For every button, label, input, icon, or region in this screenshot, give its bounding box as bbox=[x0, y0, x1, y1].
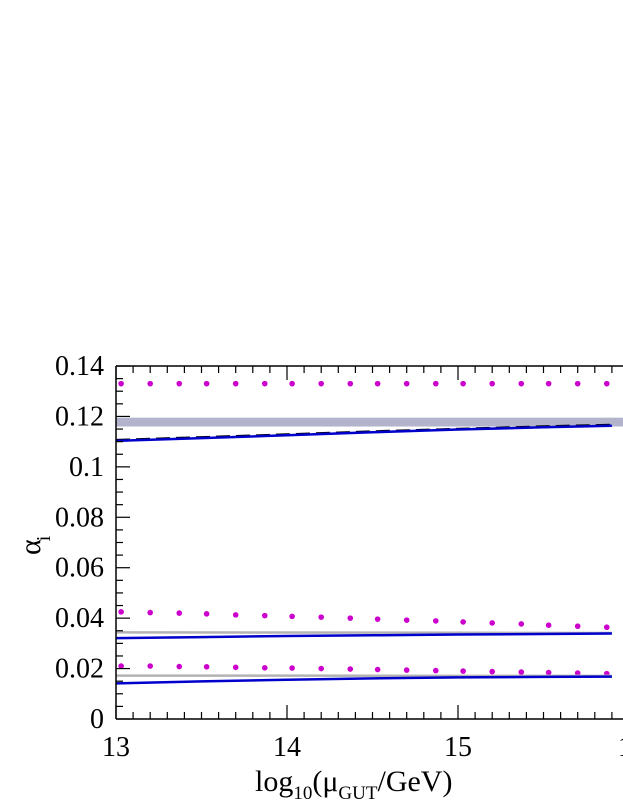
dotted-series-1 bbox=[118, 609, 610, 631]
series-1-point-10 bbox=[403, 617, 410, 623]
y-tick-label: 0.06 bbox=[55, 553, 104, 584]
series-2-point-3 bbox=[203, 664, 210, 670]
line-series-8 bbox=[116, 675, 612, 685]
y-tick-label: 0.1 bbox=[69, 452, 104, 483]
dotted-series-0 bbox=[118, 380, 610, 387]
dotted-series-2 bbox=[118, 663, 610, 677]
series-2-point-12 bbox=[460, 668, 466, 674]
series-1-point-9 bbox=[374, 616, 381, 622]
series-0-point-2 bbox=[176, 380, 183, 387]
series-1-point-3 bbox=[203, 611, 210, 617]
series-0-point-13 bbox=[489, 380, 496, 387]
y-tick-label: 0.12 bbox=[55, 401, 104, 432]
series-2-point-7 bbox=[318, 665, 325, 672]
x-tick-label: 15 bbox=[444, 732, 472, 763]
series-0-point-7 bbox=[318, 380, 325, 387]
series-1-point-15 bbox=[545, 622, 552, 629]
line-series-7 bbox=[116, 632, 612, 640]
series-2-point-0 bbox=[118, 663, 124, 669]
series-0-point-11 bbox=[432, 380, 439, 387]
x-tick-label: 14 bbox=[273, 732, 301, 763]
series-1-point-0 bbox=[118, 609, 124, 615]
series-0-point-1 bbox=[147, 380, 153, 387]
series-1-point-17 bbox=[603, 624, 610, 631]
series-2-point-8 bbox=[347, 666, 354, 672]
series-0-point-8 bbox=[347, 380, 354, 387]
series-1-point-11 bbox=[432, 618, 439, 624]
series-0-point-10 bbox=[403, 380, 410, 387]
series-1-point-2 bbox=[176, 610, 183, 616]
series-2-point-4 bbox=[232, 664, 239, 671]
y-axis-title: αi bbox=[14, 535, 55, 555]
series-0-point-17 bbox=[603, 380, 610, 387]
series-1-point-12 bbox=[460, 619, 466, 625]
series-2-point-16 bbox=[574, 670, 581, 676]
series-0-point-0 bbox=[118, 380, 124, 387]
series-2-point-1 bbox=[147, 663, 153, 669]
series-2-point-6 bbox=[289, 665, 295, 671]
series-1-point-13 bbox=[489, 620, 496, 626]
series-1-point-1 bbox=[147, 609, 153, 616]
series-1-point-7 bbox=[318, 614, 325, 620]
series-0-point-16 bbox=[574, 380, 581, 387]
line-series-6 bbox=[116, 424, 612, 443]
series-2-point-10 bbox=[403, 667, 410, 673]
y-tick-label: 0.02 bbox=[55, 654, 104, 685]
series-0-point-14 bbox=[518, 380, 525, 387]
axes bbox=[115, 365, 623, 720]
series-1-point-5 bbox=[261, 612, 268, 619]
y-tick-label: 0.04 bbox=[55, 603, 104, 634]
series-0-point-6 bbox=[289, 380, 295, 387]
series-1-point-6 bbox=[289, 613, 295, 620]
tick-labels: 0 0.02 0.04 0.06 0.08 0.1 0.12 0.14 13 14 15 1 bbox=[55, 351, 623, 763]
x-tick-label: 1 bbox=[618, 732, 623, 763]
series-1-point-16 bbox=[574, 623, 581, 630]
series-2-point-14 bbox=[518, 669, 525, 675]
y-tick-label: 0.14 bbox=[55, 351, 104, 382]
series-2-point-2 bbox=[176, 663, 183, 670]
series-1-point-4 bbox=[232, 612, 239, 618]
series-2-point-9 bbox=[374, 666, 381, 673]
series-2-point-5 bbox=[261, 665, 268, 671]
y-tick-label: 0 bbox=[90, 704, 104, 735]
plot-area bbox=[116, 380, 623, 685]
series-0-point-3 bbox=[203, 380, 210, 387]
uncertainty-band bbox=[116, 417, 623, 427]
series-1-point-8 bbox=[347, 615, 354, 621]
series-0-point-12 bbox=[460, 380, 466, 387]
series-0-point-4 bbox=[232, 380, 239, 387]
series-0-point-9 bbox=[374, 380, 381, 387]
series-2-point-15 bbox=[545, 669, 552, 676]
series-1-point-14 bbox=[518, 621, 525, 627]
series-0-point-5 bbox=[261, 380, 268, 387]
series-2-point-13 bbox=[489, 668, 496, 675]
series-0-point-15 bbox=[545, 380, 552, 387]
x-tick-label: 13 bbox=[102, 732, 130, 763]
series-2-point-11 bbox=[432, 667, 439, 674]
y-tick-label: 0.08 bbox=[55, 502, 104, 533]
x-axis-title: log10(μGUT/GeV) bbox=[255, 765, 452, 804]
